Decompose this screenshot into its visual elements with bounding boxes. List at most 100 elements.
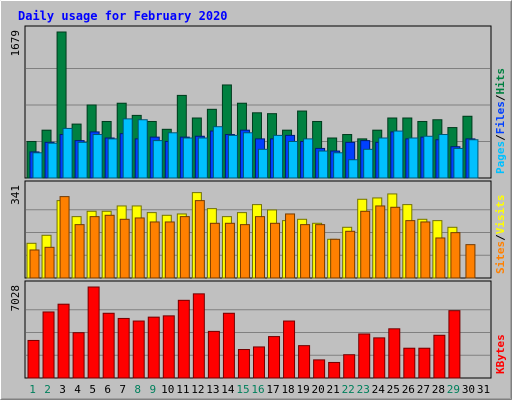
bar-kbytes	[373, 337, 386, 379]
bar-pages	[167, 132, 178, 179]
bar-sites	[450, 232, 461, 279]
x-tick-label: 21	[327, 383, 340, 396]
bar-sites	[405, 220, 416, 279]
chart-panels: 1679Pages/Files/Hits341Sites/Visits7028K…	[9, 25, 507, 379]
bar-sites	[254, 216, 265, 279]
bar-pages	[318, 150, 329, 179]
series-pages	[32, 118, 479, 179]
x-tick-label: 19	[296, 383, 309, 396]
bar-pages	[92, 134, 103, 179]
bar-pages	[77, 141, 88, 179]
bar-kbytes	[237, 349, 250, 379]
bar-kbytes	[27, 339, 40, 379]
bar-pages	[107, 138, 118, 179]
bar-pages	[333, 152, 344, 179]
x-tick-label: 26	[402, 383, 415, 396]
bar-pages	[242, 132, 253, 179]
series-sites	[29, 196, 476, 279]
bar-sites	[134, 217, 145, 279]
x-tick-label: 12	[191, 383, 204, 396]
x-tick-label: 29	[447, 383, 460, 396]
bar-sites	[375, 205, 386, 279]
bar-pages	[47, 142, 58, 179]
legend-entry: Hits	[494, 68, 507, 95]
x-tick-label: 5	[89, 383, 96, 396]
x-tick-label: 30	[462, 383, 475, 396]
bar-sites	[345, 230, 356, 279]
bar-pages	[453, 147, 464, 179]
legend-entry: Files	[494, 101, 507, 134]
x-tick-label: 11	[176, 383, 189, 396]
bar-sites	[224, 222, 235, 279]
y-max-label: 7028	[9, 285, 22, 312]
x-axis-labels: 1 2 3 4 5 6 7 8 9 10 11 12 13 14 15 16 17 18 19 20 21 22 23 24 2…	[29, 383, 490, 396]
x-tick-label: 16	[251, 383, 264, 396]
bar-sites	[315, 224, 326, 279]
x-tick-label: 31	[477, 383, 490, 396]
legend-entry: /	[494, 94, 507, 101]
bar-sites	[164, 221, 175, 279]
x-tick-label: 9	[149, 383, 156, 396]
bar-kbytes	[117, 317, 130, 379]
x-tick-label: 6	[104, 383, 111, 396]
x-tick-label: 13	[206, 383, 219, 396]
x-tick-label: 23	[357, 383, 370, 396]
bar-kbytes	[433, 334, 446, 379]
x-tick-label: 8	[134, 383, 141, 396]
bar-sites	[119, 218, 130, 279]
bar-sites	[360, 210, 371, 279]
x-tick-label: 28	[432, 383, 445, 396]
bar-kbytes	[57, 303, 70, 379]
bar-pages	[303, 138, 314, 179]
bar-kbytes	[388, 328, 401, 379]
legend-middle: Sites/Visits	[494, 195, 507, 275]
x-tick-label: 14	[221, 383, 235, 396]
x-tick-label: 24	[372, 383, 386, 396]
x-tick-label: 27	[417, 383, 430, 396]
bar-pages	[227, 134, 238, 179]
bar-sites	[179, 216, 190, 279]
x-tick-label: 15	[236, 383, 249, 396]
bar-kbytes	[72, 332, 85, 379]
bar-sites	[209, 222, 220, 279]
bar-pages	[408, 137, 419, 179]
x-tick-label: 2	[44, 383, 51, 396]
bar-pages	[122, 118, 133, 179]
bar-pages	[363, 148, 374, 179]
legend-entry: Sites	[494, 241, 507, 274]
bar-sites	[330, 238, 341, 279]
bar-pages	[348, 159, 359, 179]
x-tick-label: 17	[266, 383, 279, 396]
bar-kbytes	[448, 310, 461, 379]
bar-kbytes	[87, 286, 100, 379]
legend-entry: /	[494, 134, 507, 141]
bar-sites	[194, 200, 205, 279]
legend-entry: KBytes	[494, 334, 507, 374]
bar-sites	[285, 213, 296, 279]
legend-entry: Visits	[494, 195, 507, 235]
bar-sites	[465, 244, 476, 279]
x-tick-label: 18	[281, 383, 294, 396]
bar-kbytes	[192, 293, 205, 379]
legend-top: Pages/Files/Hits	[494, 68, 507, 174]
x-tick-label: 7	[119, 383, 126, 396]
bar-sites	[74, 224, 85, 279]
y-max-label: 1679	[9, 30, 22, 57]
bar-kbytes	[177, 299, 190, 379]
bar-sites	[104, 214, 115, 279]
bar-pages	[273, 134, 284, 179]
bar-sites	[420, 221, 431, 279]
legend-entry: /	[494, 234, 507, 241]
bar-kbytes	[283, 320, 296, 379]
series-kbytes	[27, 286, 461, 379]
bar-kbytes	[268, 336, 281, 379]
bar-sites	[435, 237, 446, 279]
bar-kbytes	[252, 346, 265, 379]
panel-bottom: 7028 KBytes	[9, 280, 507, 379]
bar-sites	[89, 216, 100, 279]
bar-sites	[270, 222, 281, 279]
bar-kbytes	[102, 312, 115, 379]
bar-sites	[44, 246, 55, 279]
bar-pages	[378, 137, 389, 179]
